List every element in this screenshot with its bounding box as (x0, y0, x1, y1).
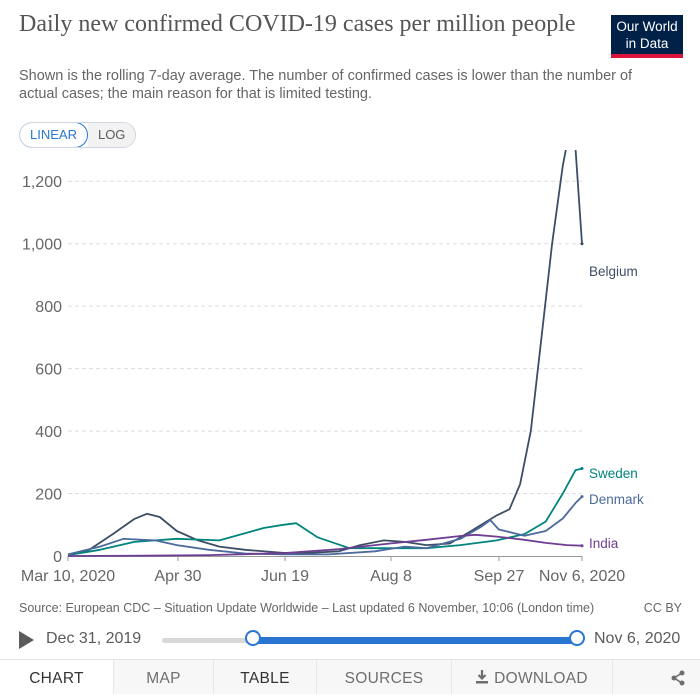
line-chart: 0 200 400 600 800 1,000 1,200 Mar 10, 2020 Apr 3… (21, 150, 644, 585)
y-tick-label: 1,200 (22, 174, 62, 191)
tab-bar: CHART MAP TABLE SOURCES DOWNLOAD (0, 659, 700, 694)
y-tick-label: 1,000 (22, 237, 62, 254)
download-icon (476, 670, 489, 684)
download-label: DOWNLOAD (494, 670, 588, 687)
y-tick-label: 200 (35, 487, 62, 504)
scale-toggle: LINEAR LOG (19, 122, 137, 148)
y-tick-label: 0 (53, 549, 62, 566)
linear-scale-button[interactable]: LINEAR (20, 123, 88, 147)
timeline-end-label: Nov 6, 2020 (594, 630, 681, 647)
x-tick-label: Jun 19 (261, 568, 309, 585)
series-label-belgium: Belgium (589, 264, 638, 279)
x-tick-label: Nov 6, 2020 (539, 568, 625, 585)
series-end-point-denmark (580, 495, 584, 499)
series-line-india (67, 533, 583, 557)
tab-map[interactable]: MAP (114, 660, 214, 694)
logo-line-2: in Data (625, 36, 669, 51)
y-tick-label: 600 (35, 362, 62, 379)
timeline: Dec 31, 2019 Nov 6, 2020 (0, 624, 700, 654)
tab-download[interactable]: DOWNLOAD (452, 660, 613, 694)
x-tick-label: Aug 8 (370, 568, 412, 585)
tab-chart[interactable]: CHART (0, 660, 114, 694)
owid-logo[interactable]: Our World in Data (611, 15, 683, 58)
series-label-denmark: Denmark (589, 492, 644, 507)
series-end-point-sweden (580, 467, 584, 471)
log-scale-button[interactable]: LOG (87, 123, 136, 147)
x-tick-label: Sep 27 (474, 568, 525, 585)
share-icon (671, 670, 685, 686)
license-link[interactable]: CC BY (643, 601, 682, 615)
chart-subtitle: Shown is the rolling 7-day average. The … (19, 68, 633, 102)
series-line-denmark (67, 496, 583, 556)
source-note: Source: European CDC – Situation Update … (19, 601, 595, 615)
share-button[interactable] (613, 660, 700, 694)
series-end-point-india (580, 544, 584, 548)
series-label-india: India (589, 536, 619, 551)
y-tick-label: 400 (35, 424, 62, 441)
x-tick-label: Mar 10, 2020 (21, 568, 115, 585)
series-label-sweden: Sweden (589, 466, 638, 481)
series-line-belgium (67, 150, 583, 557)
timeline-start-handle[interactable] (245, 630, 262, 646)
play-icon[interactable] (19, 631, 34, 649)
y-tick-label: 800 (35, 299, 62, 316)
tab-table[interactable]: TABLE (214, 660, 317, 694)
chart-title: Daily new confirmed COVID-19 cases per m… (19, 11, 576, 37)
x-tick-label: Apr 30 (154, 568, 201, 585)
timeline-selected-range[interactable] (253, 637, 577, 644)
timeline-end-handle[interactable] (569, 630, 585, 646)
timeline-start-label: Dec 31, 2019 (46, 630, 142, 647)
logo-line-1: Our World (616, 19, 678, 34)
tab-sources[interactable]: SOURCES (317, 660, 452, 694)
series-end-point-belgium (580, 242, 584, 246)
